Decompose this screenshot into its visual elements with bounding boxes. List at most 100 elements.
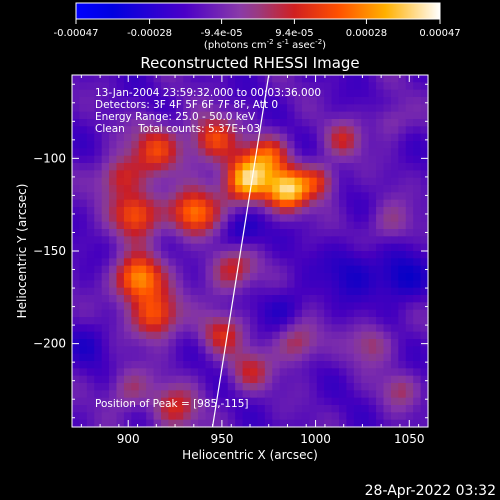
heatmap-cell <box>405 236 414 245</box>
heatmap-cell <box>116 273 125 281</box>
heatmap-cell <box>198 397 207 406</box>
heatmap-cell <box>339 97 348 105</box>
heatmap-cell <box>79 170 88 179</box>
heatmap-cell <box>168 177 177 186</box>
heatmap-cell <box>205 229 214 237</box>
heatmap-cell <box>390 97 399 105</box>
heatmap-cell <box>220 104 229 113</box>
heatmap-cell <box>168 148 177 157</box>
heatmap-cell <box>279 273 288 281</box>
annotation-energy-range: Energy Range: 25.0 - 50.0 keV <box>95 111 256 123</box>
heatmap-cell <box>153 295 162 303</box>
heatmap-cell <box>250 258 259 267</box>
heatmap-cell <box>101 273 110 281</box>
heatmap-cell <box>309 141 318 149</box>
heatmap-cell <box>123 133 132 142</box>
heatmap-cell <box>198 258 207 267</box>
heatmap-cell <box>264 287 273 296</box>
heatmap-cell <box>227 185 236 193</box>
heatmap-cell <box>324 397 333 406</box>
heatmap-cell <box>324 148 333 157</box>
heatmap-cell <box>138 119 147 127</box>
heatmap-cell <box>227 317 236 325</box>
heatmap-cell <box>257 243 266 252</box>
heatmap-cell <box>294 170 303 179</box>
heatmap-cell <box>324 273 333 281</box>
heatmap-cell <box>161 148 170 157</box>
heatmap-cell <box>183 214 192 223</box>
heatmap-cell <box>331 383 340 391</box>
heatmap-cell <box>101 383 110 391</box>
heatmap-cell <box>146 258 155 267</box>
heatmap-cell <box>301 273 310 281</box>
heatmap-cell <box>383 302 392 311</box>
heatmap-cell <box>212 192 221 201</box>
heatmap-cell <box>405 375 414 384</box>
heatmap-cell <box>390 221 399 230</box>
heatmap-cell <box>116 383 125 391</box>
heatmap-cell <box>257 419 266 428</box>
heatmap-cell <box>339 309 348 318</box>
heatmap-cell <box>353 221 362 230</box>
heatmap-cell <box>301 302 310 311</box>
heatmap-cell <box>116 236 125 245</box>
heatmap-cell <box>175 331 184 340</box>
heatmap-cell <box>242 104 251 113</box>
heatmap-cell <box>220 258 229 267</box>
heatmap-cell <box>294 412 303 421</box>
heatmap-cell <box>242 412 251 421</box>
heatmap-cell <box>123 221 132 230</box>
heatmap-cell <box>161 185 170 193</box>
heatmap-cell <box>339 75 348 83</box>
heatmap-cell <box>301 412 310 421</box>
heatmap-cell <box>346 111 355 120</box>
heatmap-cell <box>294 339 303 347</box>
heatmap-cell <box>168 287 177 296</box>
heatmap-cell <box>279 111 288 120</box>
heatmap-cell <box>242 302 251 311</box>
heatmap-cell <box>398 405 407 413</box>
heatmap-cell <box>250 104 259 113</box>
heatmap-cell <box>405 199 414 208</box>
heatmap-cell <box>183 287 192 296</box>
heatmap-cell <box>212 273 221 281</box>
heatmap-cell <box>272 317 281 325</box>
heatmap-cell <box>212 339 221 347</box>
heatmap-cell <box>324 258 333 267</box>
heatmap-cell <box>383 295 392 303</box>
heatmap-cell <box>198 119 207 127</box>
heatmap-cell <box>331 265 340 274</box>
heatmap-cell <box>264 280 273 289</box>
heatmap-cell <box>198 412 207 421</box>
heatmap-cell <box>250 141 259 149</box>
heatmap-cell <box>94 141 103 149</box>
heatmap-cell <box>250 324 259 333</box>
heatmap-cell <box>138 82 147 91</box>
heatmap-cell <box>301 295 310 303</box>
heatmap-cell <box>116 405 125 413</box>
heatmap-cell <box>146 170 155 179</box>
heatmap-cell <box>79 287 88 296</box>
heatmap-cell <box>346 148 355 157</box>
heatmap-cell <box>368 280 377 289</box>
heatmap-cell <box>376 280 385 289</box>
heatmap-cell <box>390 199 399 208</box>
heatmap-cell <box>72 368 81 377</box>
heatmap-cell <box>361 214 370 223</box>
colorbar-tick-label: 9.4e-05 <box>275 28 313 39</box>
heatmap-cell <box>101 104 110 113</box>
heatmap-cell <box>212 229 221 237</box>
heatmap-cell <box>383 75 392 83</box>
heatmap-cell <box>405 302 414 311</box>
heatmap-cell <box>420 273 429 281</box>
heatmap-cell <box>398 111 407 120</box>
heatmap-cell <box>94 375 103 384</box>
heatmap-cell <box>250 119 259 127</box>
heatmap-cell <box>131 353 140 362</box>
heatmap-cell <box>368 133 377 142</box>
heatmap-cell <box>101 199 110 208</box>
heatmap-cell <box>86 111 95 120</box>
heatmap-cell <box>242 221 251 230</box>
heatmap-cell <box>361 133 370 142</box>
heatmap-cell <box>264 273 273 281</box>
